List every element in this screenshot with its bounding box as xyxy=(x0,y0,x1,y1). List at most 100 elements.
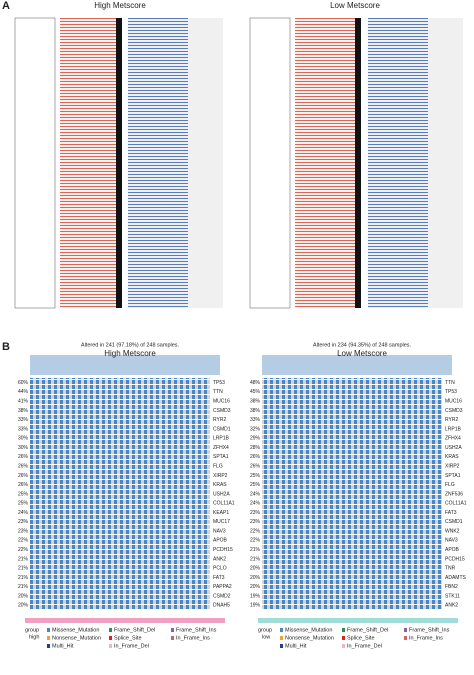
gene-name: CSMD3 xyxy=(213,408,231,414)
legend-label: Splice_Site xyxy=(347,635,375,641)
gene-pct: 20% xyxy=(250,584,261,590)
gene-pct: 26% xyxy=(18,473,29,479)
legend-swatch xyxy=(342,644,345,648)
legend-swatch xyxy=(404,628,407,632)
gene-pct: 20% xyxy=(18,603,29,609)
gene-name: NAV3 xyxy=(213,528,226,534)
gene-name: TTN xyxy=(445,380,455,386)
gene-pct: 60% xyxy=(18,380,29,386)
gene-pct: 32% xyxy=(250,426,261,432)
gene-pct: 20% xyxy=(250,566,261,572)
gene-name: ZFHX4 xyxy=(445,436,461,442)
legend-label: In_Frame_Ins xyxy=(176,635,210,641)
altered-text: Altered in 241 (97.18%) of 248 samples. xyxy=(81,342,180,348)
gene-pct: 33% xyxy=(18,426,29,432)
legend-label: Frame_Shift_Ins xyxy=(176,627,217,633)
legend-swatch xyxy=(280,644,283,648)
gene-pct: 38% xyxy=(250,399,261,405)
gene-pct: 48% xyxy=(250,380,261,386)
legend-label: Splice_Site xyxy=(114,635,142,641)
gene-name: PCDH15 xyxy=(445,556,465,562)
panel-a-right xyxy=(249,17,463,309)
gene-name: CSMD1 xyxy=(213,426,231,432)
gene-pct: 45% xyxy=(250,389,261,395)
legend-label: Nonsense_Mutation xyxy=(52,635,101,641)
gene-pct: 24% xyxy=(250,501,261,507)
gene-name: ADAMTS xyxy=(445,575,467,581)
legend-label: Multi_Hit xyxy=(52,643,74,649)
gene-name: TP53 xyxy=(213,380,225,386)
gene-pct: 19% xyxy=(250,593,261,599)
gene-name: APOB xyxy=(213,538,228,544)
gene-name: CSMD2 xyxy=(213,593,231,599)
legend-group: high xyxy=(29,634,39,640)
gene-pct: 22% xyxy=(18,538,29,544)
gene-name: RYR2 xyxy=(445,417,458,423)
legend-label: In_Frame_Ins xyxy=(409,635,443,641)
gene-name: KRAS xyxy=(213,482,227,488)
gene-pct: 38% xyxy=(18,408,29,414)
gene-pct: 28% xyxy=(250,445,261,451)
altered-text: Altered in 234 (94.35%) of 248 samples. xyxy=(313,342,412,348)
panel-label: A xyxy=(2,0,10,12)
legend-group: group xyxy=(258,627,272,633)
legend-swatch xyxy=(47,644,50,648)
gene-name: SPTA1 xyxy=(445,473,461,479)
gene-pct: 30% xyxy=(18,436,29,442)
panel-label: B xyxy=(2,341,10,353)
oncoprint-title: Low Metscore xyxy=(337,349,387,358)
gene-name: MUC16 xyxy=(213,399,230,405)
gene-pct: 26% xyxy=(18,454,29,460)
gene-pct: 23% xyxy=(18,528,29,534)
gene-pct: 21% xyxy=(18,575,29,581)
legend-swatch xyxy=(342,628,345,632)
gene-name: CSMD3 xyxy=(445,408,463,414)
legend-label: In_Frame_Del xyxy=(114,643,149,649)
legend-swatch xyxy=(280,628,283,632)
gene-name: FAT3 xyxy=(445,510,457,516)
gene-pct: 21% xyxy=(18,584,29,590)
gene-name: APOB xyxy=(445,547,460,553)
gene-pct: 22% xyxy=(250,538,261,544)
gene-pct: 20% xyxy=(250,575,261,581)
gene-name: ZNF536 xyxy=(445,491,463,497)
gene-name: ANK2 xyxy=(213,556,226,562)
legend-swatch xyxy=(47,628,50,632)
gene-name: PCLO xyxy=(213,566,227,572)
gene-pct: 19% xyxy=(250,603,261,609)
legend-swatch xyxy=(280,636,283,640)
gene-name: PCDH15 xyxy=(213,547,233,553)
gene-pct: 23% xyxy=(250,519,261,525)
legend-swatch xyxy=(342,636,345,640)
legend-swatch xyxy=(171,628,174,632)
gene-name: XIRP2 xyxy=(213,473,228,479)
gene-name: WNK2 xyxy=(445,528,460,534)
panel-title: Low Metscore xyxy=(330,1,380,10)
gene-name: COL11A1 xyxy=(213,501,235,507)
legend-label: Nonsense_Mutation xyxy=(285,635,334,641)
legend-swatch xyxy=(404,636,407,640)
gene-pct: 30% xyxy=(18,445,29,451)
legend-label: Missense_Mutation xyxy=(52,627,99,633)
gene-name: KEAP1 xyxy=(213,510,229,516)
oncoprint-title: High Metscore xyxy=(104,349,156,358)
gene-name: FLG xyxy=(213,463,223,469)
gene-name: ANK2 xyxy=(445,603,458,609)
gene-pct: 22% xyxy=(18,547,29,553)
gene-pct: 21% xyxy=(18,566,29,572)
legend-label: Frame_Shift_Ins xyxy=(409,627,450,633)
gene-name: PAPPA2 xyxy=(213,584,232,590)
legend-group: low xyxy=(262,634,270,640)
gene-pct: 38% xyxy=(250,408,261,414)
gene-pct: 23% xyxy=(18,519,29,525)
gene-name: MUC16 xyxy=(445,399,462,405)
gene-name: TTN xyxy=(213,389,223,395)
panel-title: High Metscore xyxy=(94,1,146,10)
gene-pct: 41% xyxy=(18,399,29,405)
legend-label: Frame_Shift_Del xyxy=(347,627,388,633)
gene-pct: 21% xyxy=(18,556,29,562)
gene-pct: 26% xyxy=(18,463,29,469)
gene-name: TNR xyxy=(445,566,456,572)
gene-pct: 26% xyxy=(18,482,29,488)
